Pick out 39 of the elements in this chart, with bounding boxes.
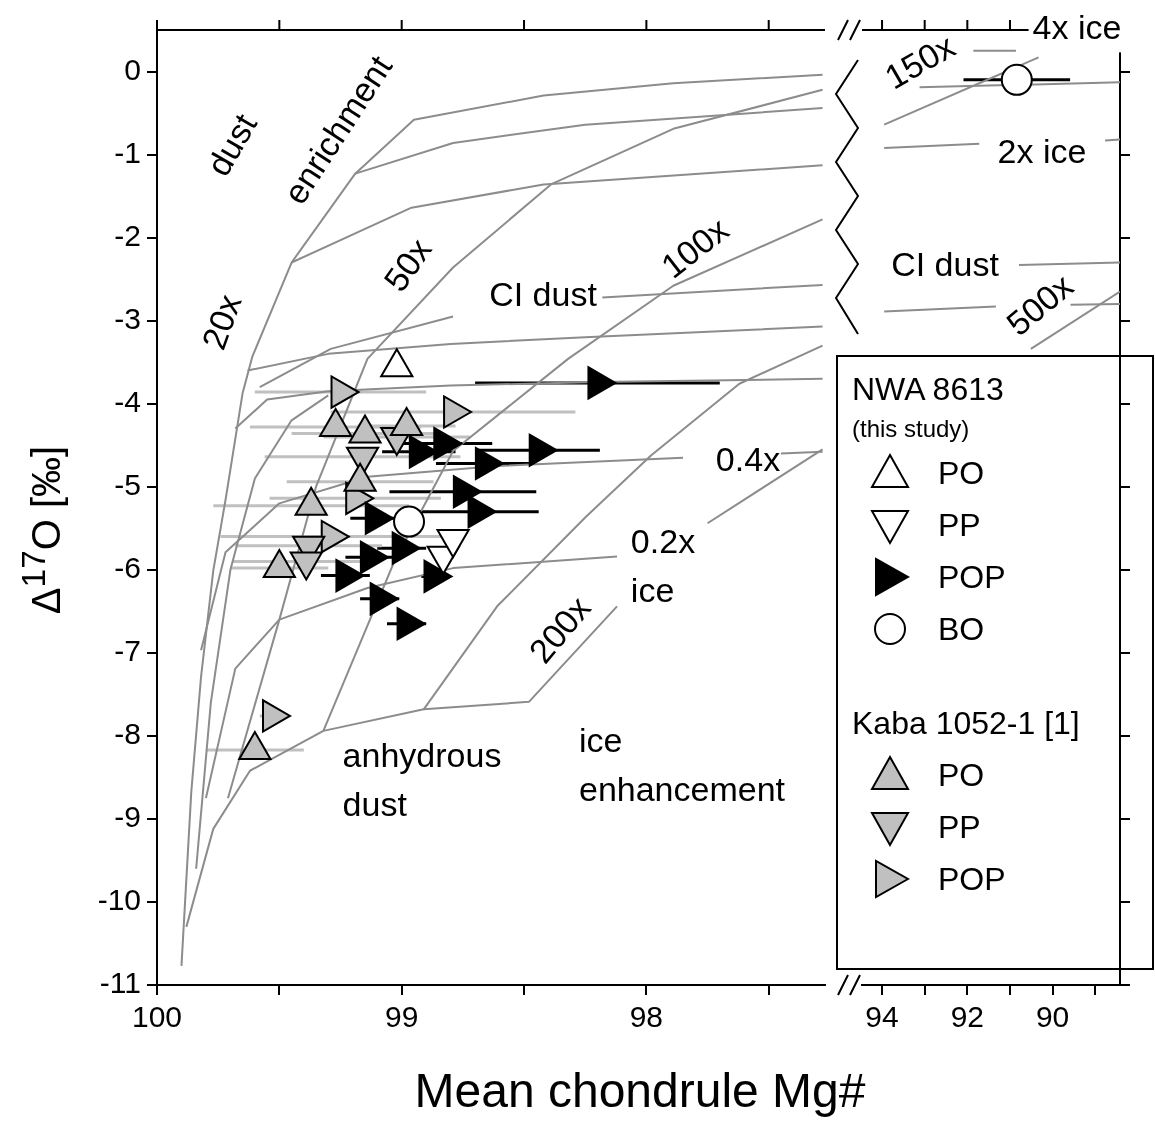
annotation: anhydrous dust bbox=[342, 734, 502, 825]
legend-label: PP bbox=[938, 506, 981, 544]
annotation: 2x ice bbox=[997, 131, 1087, 173]
y-tick-label: -5 bbox=[114, 468, 141, 501]
y-tick-label: -4 bbox=[114, 384, 141, 418]
y-tick-label: -10 bbox=[97, 883, 141, 917]
legend-label: POP bbox=[938, 558, 1006, 596]
y-tick-label: -3 bbox=[114, 301, 141, 335]
legend-title: NWA 8613 (this study) bbox=[852, 370, 1005, 444]
annotation: 0.2x ice bbox=[630, 520, 696, 611]
annotation: 50x bbox=[375, 230, 440, 300]
y-tick-label: -9 bbox=[114, 800, 141, 834]
y-tick-label: -7 bbox=[114, 634, 141, 668]
annotation: CI dust bbox=[489, 274, 597, 316]
annotation: Kaba 1052-1 [1] bbox=[852, 704, 1081, 743]
annotation: 20x bbox=[193, 288, 250, 357]
x-tick-label: 98 bbox=[629, 1000, 664, 1034]
x-tick-label: 99 bbox=[385, 1000, 419, 1034]
legend-label: BO bbox=[938, 610, 985, 648]
legend-label: POP bbox=[938, 860, 1006, 898]
y-tick-label: 0 bbox=[124, 52, 141, 86]
x-tick-label: 100 bbox=[131, 1000, 183, 1034]
legend-label: PP bbox=[938, 808, 981, 846]
x-tick-label: 94 bbox=[865, 1000, 899, 1034]
x-tick-label: 90 bbox=[1035, 1000, 1070, 1034]
y-tick-label: -1 bbox=[114, 135, 141, 169]
annotation: ice enhancement bbox=[578, 719, 786, 810]
annotation: CI dust bbox=[891, 244, 999, 286]
y-tick-label: -11 bbox=[99, 966, 141, 1000]
y-tick-label: -8 bbox=[114, 717, 141, 751]
x-tick-label: 92 bbox=[950, 1000, 985, 1034]
y-tick-label: -2 bbox=[114, 218, 141, 252]
x-axis-title: Mean chondrule Mg# bbox=[414, 1062, 866, 1118]
legend-label: PO bbox=[938, 454, 985, 492]
annotation: 0.4x bbox=[715, 439, 781, 481]
y-tick-label: -6 bbox=[114, 551, 141, 585]
annotation: 150x bbox=[877, 25, 963, 99]
legend-label: PO bbox=[938, 756, 985, 794]
annotation: 4x ice bbox=[1028, 3, 1126, 53]
